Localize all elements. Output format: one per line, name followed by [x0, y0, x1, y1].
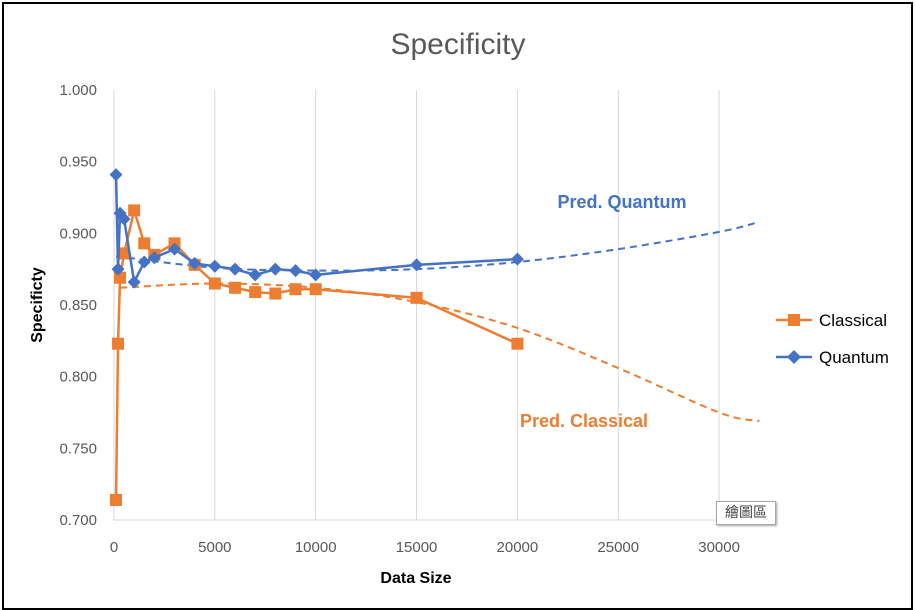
y-tick-label-6: 1.000 [59, 82, 97, 99]
point-classical-11 [249, 286, 262, 299]
point-quantum-12 [268, 262, 282, 276]
y-tick-label-1: 0.750 [59, 440, 97, 457]
x-tick-label-25000: 25000 [597, 539, 639, 556]
legend-marker-classical [788, 314, 800, 326]
gridlines [214, 90, 720, 520]
legend-label-quantum: Quantum [819, 348, 889, 367]
point-quantum-8 [188, 256, 202, 270]
point-classical-16 [511, 337, 524, 350]
point-classical-3 [118, 247, 131, 260]
pred-classical-label: Pred. Classical [520, 411, 648, 431]
plot-area-badge: 繪圖區 [716, 501, 776, 525]
point-classical-5 [138, 237, 151, 250]
trendlines [115, 220, 760, 423]
point-classical-9 [208, 277, 221, 290]
chart-title: Specificity [390, 28, 525, 61]
legend-marker-quantum [787, 350, 801, 364]
x-tick-label-15000: 15000 [396, 539, 438, 556]
y-tick-label-0: 0.700 [59, 512, 97, 529]
point-classical-13 [289, 283, 302, 296]
x-tick-label-30000: 30000 [698, 539, 740, 556]
trendline-pred-classical [120, 282, 760, 423]
point-quantum-3 [117, 212, 131, 226]
point-classical-15 [410, 291, 423, 304]
point-quantum-10 [228, 262, 242, 276]
point-quantum-5 [137, 255, 151, 269]
point-quantum-11 [248, 268, 262, 282]
point-classical-0 [110, 493, 123, 506]
legend-label-classical: Classical [819, 311, 887, 330]
point-quantum-16 [510, 252, 524, 266]
legend-item-quantum: Quantum [776, 348, 889, 367]
point-classical-4 [128, 204, 141, 217]
point-quantum-13 [289, 264, 303, 278]
point-quantum-15 [410, 258, 424, 272]
legend: Classical Quantum [776, 311, 889, 367]
y-tick-label-5: 0.950 [59, 154, 97, 171]
point-classical-10 [229, 281, 242, 294]
point-quantum-1 [111, 262, 125, 276]
point-quantum-6 [147, 251, 161, 265]
point-quantum-0 [109, 168, 123, 182]
x-axis-label: Data Size [380, 570, 451, 587]
y-axis-label: Specificty [29, 267, 46, 343]
x-tick-label-0: 0 [110, 539, 118, 556]
pred-quantum-label: Pred. Quantum [557, 192, 686, 212]
point-quantum-7 [168, 242, 182, 256]
x-tick-label-5000: 5000 [198, 539, 231, 556]
data-series [109, 168, 524, 506]
x-tick-label-20000: 20000 [497, 539, 539, 556]
point-classical-12 [269, 287, 282, 300]
point-quantum-4 [127, 275, 141, 289]
y-tick-label-3: 0.850 [59, 297, 97, 314]
legend-item-classical: Classical [776, 311, 887, 330]
point-quantum-9 [208, 259, 222, 273]
axes: 0 5000 10000 15000 20000 25000 30000 0.700 0.750… [59, 82, 740, 556]
point-classical-2 [114, 271, 127, 284]
series-line-quantum [114, 174, 518, 284]
x-tick-label-10000: 10000 [295, 539, 337, 556]
y-tick-label-2: 0.800 [59, 369, 97, 386]
y-tick-label-4: 0.900 [59, 225, 97, 242]
point-classical-14 [309, 283, 322, 296]
point-classical-1 [112, 337, 125, 350]
point-quantum-14 [309, 268, 323, 282]
